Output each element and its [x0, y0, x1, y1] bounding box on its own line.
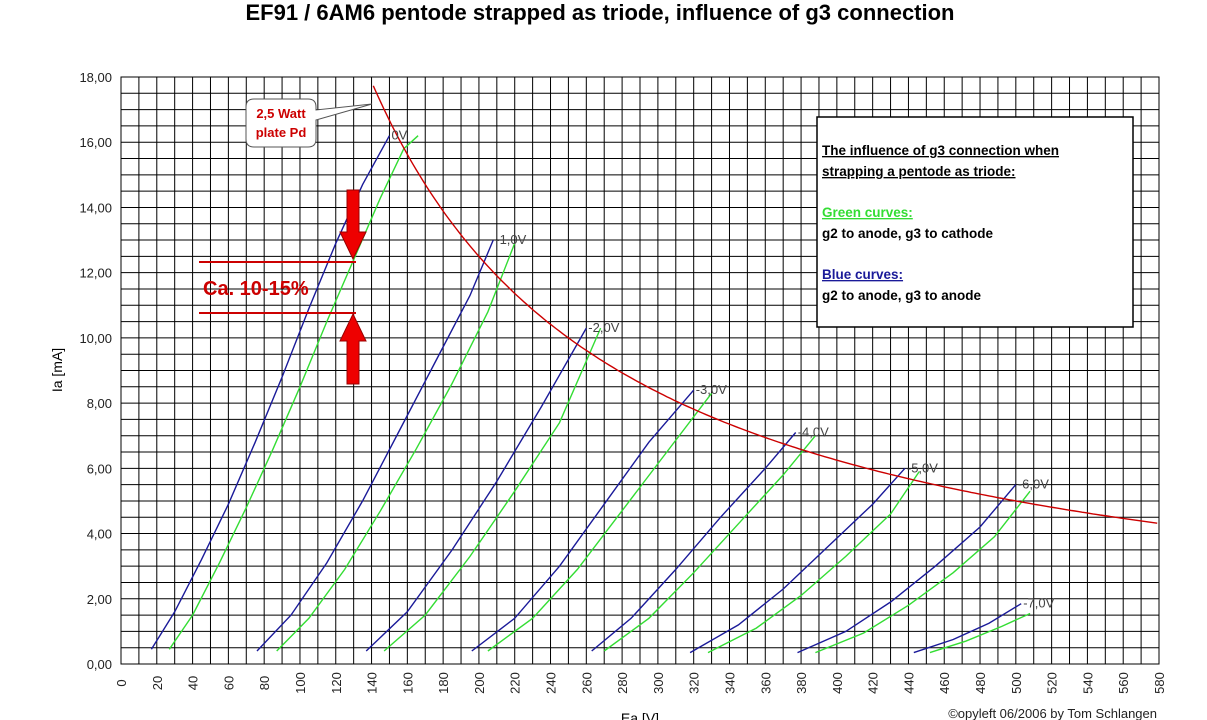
x-tick-label: 40 — [186, 676, 201, 690]
x-tick-label: 440 — [901, 672, 916, 694]
legend-green-title: Green curves: — [822, 205, 913, 220]
y-tick-label: 18,00 — [79, 70, 112, 85]
up-arrow — [339, 312, 367, 385]
difference-annotation: Ca. 10-15% — [199, 189, 367, 385]
y-tick-label: 8,00 — [87, 396, 112, 411]
x-tick-label: 360 — [758, 672, 773, 694]
legend-frame — [816, 116, 1134, 328]
y-tick-label: 6,00 — [87, 461, 112, 476]
curve-label: -7,0V — [1023, 596, 1054, 611]
x-tick-labels: 0 20 40 60 80 100 120 140 160 180 200 220 240 260 280 3… — [114, 672, 1167, 694]
y-tick-label: 12,00 — [79, 266, 112, 281]
y-tick-label: 10,00 — [79, 331, 112, 346]
x-axis-label: Ea [V] — [621, 710, 659, 720]
x-tick-label: 240 — [544, 672, 559, 694]
green-curve — [929, 612, 1031, 654]
y-tick-label: 4,00 — [87, 527, 112, 542]
x-tick-label: 340 — [722, 672, 737, 694]
x-tick-label: 100 — [293, 672, 308, 694]
green-curve — [603, 435, 816, 652]
curve-label: -6,0V — [1018, 477, 1049, 492]
difference-label: Ca. 10-15% — [203, 278, 309, 300]
curve-label: -1,0V — [495, 232, 526, 247]
curve-labels: 0V -1,0V -2,0V -3,0V -4,0V -5,0V -6,0V -7,0V — [391, 128, 1054, 611]
blue-curve — [365, 327, 587, 652]
x-tick-label: 160 — [400, 672, 415, 694]
x-tick-label: 280 — [615, 672, 630, 694]
down-arrow — [339, 189, 367, 261]
green-curve — [487, 392, 713, 652]
x-tick-label: 140 — [365, 672, 380, 694]
y-tick-labels: 0,00 2,00 4,00 6,00 8,00 10,00 12,00 14,00 16,00… — [79, 70, 112, 672]
legend-green-desc: g2 to anode, g3 to cathode — [822, 226, 994, 241]
x-tick-label: 540 — [1080, 672, 1095, 694]
pd-curve-line — [372, 85, 1158, 524]
x-tick-label: 80 — [257, 676, 272, 690]
x-tick-label: 60 — [221, 676, 236, 690]
x-tick-label: 380 — [794, 672, 809, 694]
x-tick-label: 200 — [472, 672, 487, 694]
y-tick-label: 2,00 — [87, 592, 112, 607]
x-tick-label: 400 — [830, 672, 845, 694]
x-tick-label: 460 — [937, 672, 952, 694]
y-tick-label: 16,00 — [79, 135, 112, 150]
power-dissipation-curve — [372, 85, 1158, 524]
x-tick-label: 300 — [651, 672, 666, 694]
x-tick-label: 480 — [973, 672, 988, 694]
x-tick-label: 0 — [114, 679, 129, 686]
blue-curve — [256, 239, 494, 652]
pd-callout-box — [245, 98, 373, 148]
curve-label: -4,0V — [798, 424, 829, 439]
y-axis-label: Ia [mA] — [49, 348, 65, 392]
x-tick-label: 120 — [329, 672, 344, 694]
legend-heading-line2: strapping a pentode as triode: — [822, 164, 1016, 179]
x-tick-label: 500 — [1009, 672, 1024, 694]
x-tick-label: 20 — [150, 676, 165, 690]
blue-curve — [591, 432, 797, 652]
pd-callout: 2,5 Watt plate Pd — [245, 98, 373, 148]
green-curve — [815, 490, 1031, 654]
x-tick-label: 320 — [687, 672, 702, 694]
chart-title: EF91 / 6AM6 pentode strapped as triode, … — [245, 0, 954, 25]
x-tick-label: 580 — [1152, 672, 1167, 694]
y-tick-label: 14,00 — [79, 200, 112, 215]
blue-curve — [689, 467, 906, 654]
legend-blue-title: Blue curves: — [822, 267, 903, 282]
legend-box: The influence of g3 connection when stra… — [816, 116, 1134, 328]
green-curve — [276, 243, 516, 652]
green-curve — [707, 471, 920, 654]
legend-heading-line1: The influence of g3 connection when — [822, 143, 1059, 158]
x-tick-label: 560 — [1116, 672, 1131, 694]
curve-label: 0V — [391, 128, 407, 143]
x-tick-label: 180 — [436, 672, 451, 694]
blue-curve — [797, 484, 1017, 654]
green-curve — [383, 327, 602, 652]
x-tick-label: 520 — [1045, 672, 1060, 694]
curve-label: -5,0V — [907, 460, 938, 475]
legend-blue-desc: g2 to anode, g3 to anode — [822, 288, 981, 303]
x-tick-label: 260 — [579, 672, 594, 694]
blue-curve — [913, 603, 1022, 654]
copyright-note: ©opyleft 06/2006 by Tom Schlangen — [948, 706, 1157, 720]
blue-curve — [471, 389, 695, 652]
y-tick-label: 0,00 — [87, 657, 112, 672]
pd-callout-line2: plate Pd — [256, 125, 307, 140]
x-tick-label: 220 — [508, 672, 523, 694]
pd-callout-line1: 2,5 Watt — [256, 106, 306, 121]
green-curve — [168, 135, 419, 650]
plot-border — [120, 76, 1160, 665]
curve-label: -2,0V — [588, 320, 619, 335]
curve-label: -3,0V — [696, 382, 727, 397]
x-tick-label: 420 — [866, 672, 881, 694]
